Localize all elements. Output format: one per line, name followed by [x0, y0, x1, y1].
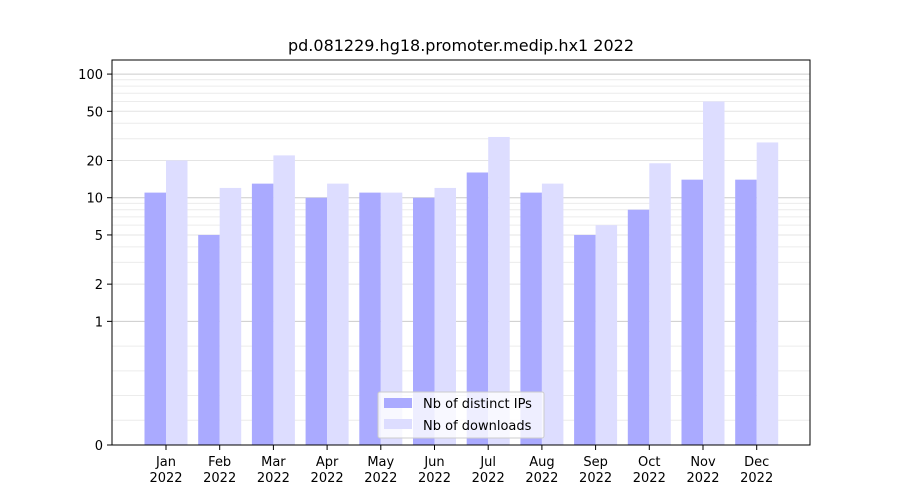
bar-distinct-ips-jun	[413, 197, 435, 445]
bar-downloads-sep	[595, 225, 618, 445]
bar-distinct-ips-dec	[735, 179, 757, 445]
bar-distinct-ips-feb	[198, 234, 220, 445]
bar-downloads-may	[380, 192, 403, 445]
x-tick-label-year: 2022	[364, 471, 397, 486]
x-tick-label-year: 2022	[257, 471, 290, 486]
legend-box	[377, 391, 545, 439]
y-axis: 0 1 2 5 10 20 50 100	[78, 68, 112, 454]
y-tick-label: 20	[86, 155, 103, 170]
bars	[144, 101, 779, 446]
bar-distinct-ips-mar	[251, 183, 274, 445]
bar-downloads-jul	[488, 136, 510, 445]
x-tick-label-month: Mar	[261, 455, 286, 470]
x-tick-label-month: Feb	[208, 455, 231, 470]
y-tick-label: 1	[95, 315, 103, 330]
x-tick-label-year: 2022	[311, 471, 344, 486]
legend: Nb of distinct IPs Nb of downloads	[377, 391, 545, 439]
x-tick-label-year: 2022	[472, 471, 505, 486]
y-tick-label: 10	[86, 192, 103, 207]
bar-downloads-nov	[703, 101, 725, 446]
x-tick-label-month: Jul	[479, 455, 496, 470]
x-tick-label-year: 2022	[579, 471, 612, 486]
x-tick-label-month: Dec	[744, 455, 769, 470]
x-tick-label-month: Sep	[583, 455, 608, 470]
bar-downloads-mar	[273, 155, 295, 445]
bar-distinct-ips-may	[359, 192, 381, 445]
x-tick-label-month: Jan	[155, 455, 176, 470]
y-tick-label: 0	[95, 439, 103, 454]
x-axis: Jan2022Feb2022Mar2022Apr2022May2022Jun20…	[149, 445, 773, 486]
bar-distinct-ips-nov	[681, 179, 703, 445]
bar-downloads-dec	[756, 142, 779, 445]
x-tick-label-year: 2022	[203, 471, 236, 486]
y-tick-label: 50	[86, 105, 103, 120]
chart-title: pd.081229.hg18.promoter.medip.hx1 2022	[288, 36, 634, 55]
bar-distinct-ips-jan	[144, 192, 166, 445]
bar-downloads-jan	[166, 160, 188, 445]
bar-downloads-feb	[219, 187, 242, 445]
legend-label-distinct-ips: Nb of distinct IPs	[423, 397, 532, 412]
x-tick-label-year: 2022	[633, 471, 666, 486]
x-tick-label-month: Nov	[690, 455, 716, 470]
x-tick-label-year: 2022	[418, 471, 451, 486]
legend-swatch-distinct-ips	[384, 398, 412, 408]
bar-downloads-apr	[327, 183, 349, 445]
bar-distinct-ips-sep	[574, 234, 596, 445]
x-tick-label-month: Jun	[423, 455, 444, 470]
bar-distinct-ips-apr	[305, 197, 328, 445]
x-tick-label-year: 2022	[740, 471, 773, 486]
x-tick-label-year: 2022	[525, 471, 558, 486]
plot-frame	[111, 59, 811, 446]
y-tick-label: 100	[78, 68, 103, 83]
y-tick-label: 2	[95, 278, 103, 293]
x-tick-label-month: Aug	[529, 455, 554, 470]
bar-distinct-ips-aug	[520, 192, 542, 445]
x-tick-label-month: Apr	[316, 455, 339, 470]
x-tick-label-year: 2022	[149, 471, 182, 486]
legend-label-downloads: Nb of downloads	[423, 419, 532, 434]
bar-downloads-jun	[434, 187, 456, 445]
bar-distinct-ips-oct	[627, 209, 650, 445]
legend-swatch-downloads	[384, 419, 412, 429]
bar-downloads-oct	[649, 163, 671, 445]
x-tick-label-year: 2022	[686, 471, 719, 486]
y-tick-label: 5	[95, 229, 103, 244]
x-tick-label-month: May	[367, 455, 394, 470]
bar-downloads-aug	[541, 183, 564, 445]
x-tick-label-month: Oct	[638, 455, 660, 470]
bar-distinct-ips-jul	[466, 172, 489, 446]
